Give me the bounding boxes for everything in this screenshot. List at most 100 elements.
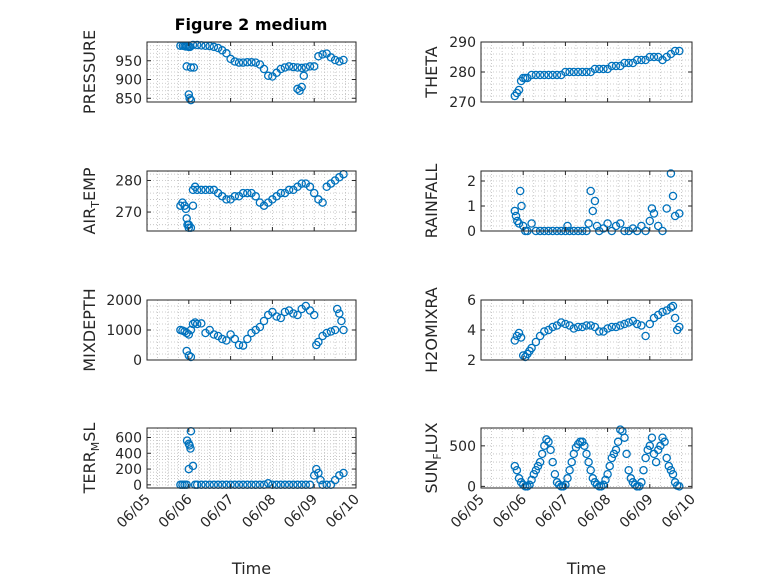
y-tick-label: 290	[449, 35, 476, 51]
data-point	[531, 465, 541, 475]
y-tick-label: 270	[115, 205, 142, 221]
data-point	[276, 188, 286, 198]
data-point	[330, 55, 340, 65]
data-point	[289, 309, 298, 318]
data-point	[512, 465, 522, 475]
data-point	[647, 204, 657, 213]
data-point	[230, 57, 240, 66]
data-point	[309, 188, 319, 198]
data-point	[192, 319, 202, 329]
data-point	[616, 219, 625, 228]
data-point	[299, 71, 309, 81]
data-point	[205, 325, 214, 335]
data-point	[611, 445, 621, 455]
data-point	[670, 211, 680, 221]
y-tick-label: 500	[449, 439, 476, 455]
data-point	[599, 64, 608, 74]
axes-box	[146, 41, 357, 103]
y-tick-label: 280	[449, 65, 476, 81]
data-point	[635, 482, 644, 491]
y-tick-label: 6	[467, 293, 476, 309]
y-tick-label: 2	[467, 353, 476, 369]
x-tick-label: 06/07	[532, 492, 572, 532]
data-point	[188, 201, 198, 210]
data-point	[590, 64, 600, 74]
data-point	[666, 169, 676, 178]
data-point	[186, 63, 196, 72]
data-point	[339, 55, 348, 65]
data-point	[645, 216, 655, 226]
data-point	[238, 58, 248, 67]
x-tick-label: 06/10	[323, 492, 363, 532]
data-point	[527, 475, 536, 485]
data-point	[510, 206, 520, 216]
data-point	[537, 449, 547, 459]
data-point	[515, 186, 525, 196]
data-point	[637, 321, 646, 330]
data-point	[197, 185, 206, 195]
data-point	[624, 318, 633, 327]
subplot-grid: 850 900 950 PRESSURE 270 280 290 THETA 270 280 AIR…	[80, 30, 699, 578]
data-point	[605, 461, 614, 471]
x-tick-label: 06/09	[281, 492, 321, 532]
data-point	[197, 319, 206, 328]
y-tick-label: 280	[115, 173, 142, 189]
y-tick-label: 270	[449, 95, 476, 111]
data-point	[529, 469, 539, 479]
data-point	[527, 343, 536, 353]
y-tick-label: 600	[115, 430, 142, 446]
data-point	[628, 224, 638, 233]
data-point	[641, 453, 650, 463]
data-point	[259, 64, 269, 74]
data-point	[188, 319, 198, 329]
data-point	[238, 188, 248, 198]
data-point	[314, 337, 323, 347]
data-point	[243, 58, 252, 67]
data-point	[535, 457, 545, 467]
data-point	[339, 468, 348, 478]
data-point	[192, 185, 202, 195]
y-tick-label: 400	[115, 446, 142, 462]
data-point	[326, 327, 336, 336]
data-point	[660, 437, 669, 447]
data-point	[514, 219, 524, 228]
data-point	[649, 449, 659, 459]
subplot-air_temp: 270 280 AIRTEMP	[80, 167, 357, 235]
data-point	[643, 445, 652, 455]
data-point	[620, 433, 629, 442]
data-point	[651, 457, 661, 467]
y-tick-label: 4	[467, 323, 476, 339]
data-point	[182, 346, 191, 356]
data-point	[230, 192, 240, 201]
data-point	[624, 465, 633, 475]
y-tick-label: 0	[133, 478, 142, 494]
data-point	[578, 437, 587, 447]
data-point	[632, 319, 642, 329]
data-point	[293, 310, 302, 320]
data-point	[601, 475, 610, 485]
axes-box	[480, 170, 693, 232]
data-point	[653, 445, 663, 455]
data-point	[511, 211, 521, 221]
data-point	[588, 474, 598, 483]
data-point	[209, 42, 219, 52]
y-tick-label: 1	[467, 199, 476, 215]
data-point	[318, 198, 327, 207]
data-point	[201, 185, 210, 195]
data-point	[322, 328, 331, 338]
data-point	[305, 306, 315, 315]
data-point	[531, 337, 541, 347]
data-point	[259, 316, 269, 326]
data-point	[548, 322, 557, 332]
data-point	[626, 474, 636, 483]
data-point	[316, 475, 325, 485]
data-point	[514, 328, 524, 338]
data-point	[599, 224, 608, 233]
data-point	[666, 303, 676, 312]
y-tick-label: 900	[115, 73, 142, 89]
data-point	[301, 63, 311, 72]
subplot-pressure: 850 900 950 PRESSURE	[80, 30, 357, 114]
data-point	[314, 52, 323, 61]
data-point	[184, 330, 194, 339]
data-point	[339, 325, 348, 335]
